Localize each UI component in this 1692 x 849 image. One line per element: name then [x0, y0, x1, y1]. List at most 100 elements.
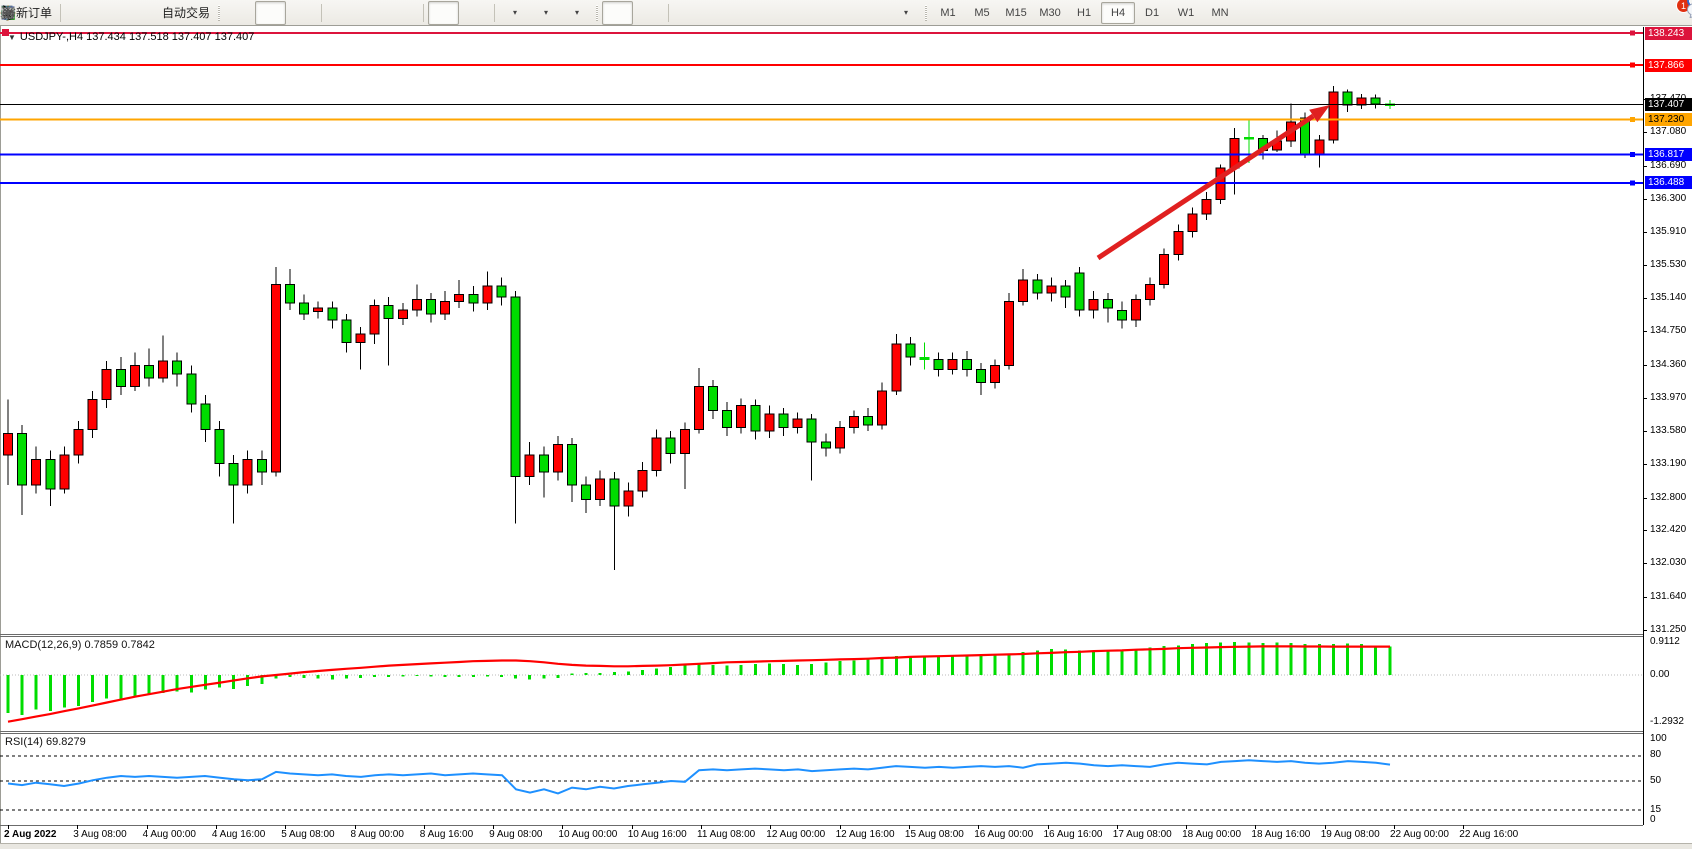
- timeframe-button-m30[interactable]: M30: [1033, 2, 1067, 24]
- templates-button[interactable]: ▾: [561, 1, 592, 25]
- auto-trading-button[interactable]: 自动交易: [158, 1, 214, 25]
- time-label: 18 Aug 00:00: [1182, 829, 1241, 840]
- timeframe-button-h4[interactable]: H4: [1101, 2, 1135, 24]
- price-tick-label: 135.140: [1650, 292, 1686, 303]
- panel-divider: [0, 636, 1643, 637]
- panel-divider: [0, 733, 1643, 734]
- tile-windows-button[interactable]: [388, 1, 419, 25]
- price-tick-label: 132.030: [1650, 557, 1686, 568]
- time-label: 15 Aug 08:00: [905, 829, 964, 840]
- price-badge-137.866: 137.866: [1645, 59, 1692, 72]
- timeframe-button-d1[interactable]: D1: [1135, 2, 1169, 24]
- price-badge-136.817: 136.817: [1645, 148, 1692, 161]
- price-badge-138.243: 138.243: [1645, 27, 1692, 40]
- timeframe-button-w1[interactable]: W1: [1169, 2, 1203, 24]
- price-chart-canvas[interactable]: [0, 27, 1643, 635]
- rsi-scale-label: 100: [1650, 733, 1667, 744]
- price-tick: [1643, 498, 1647, 499]
- time-label: 22 Aug 16:00: [1459, 829, 1518, 840]
- toolbar-separator: [494, 4, 495, 22]
- price-tick-label: 132.420: [1650, 524, 1686, 535]
- text-label-button[interactable]: T: [859, 1, 890, 25]
- time-axis-line: [0, 825, 1643, 826]
- arrows-button[interactable]: ▾: [890, 1, 921, 25]
- timeframe-button-h1[interactable]: H1: [1067, 2, 1101, 24]
- chevron-down-icon[interactable]: ▼: [8, 33, 16, 42]
- crosshair-button[interactable]: [633, 1, 664, 25]
- price-tick-label: 131.250: [1650, 624, 1686, 635]
- time-label: 12 Aug 00:00: [766, 829, 825, 840]
- panel-divider[interactable]: [0, 731, 1643, 732]
- price-axis-line: [1643, 27, 1644, 825]
- price-badge-137.407: 137.407: [1645, 98, 1692, 111]
- dropdown-caret: ▾: [544, 8, 548, 17]
- text-button[interactable]: A: [828, 1, 859, 25]
- trendline-button[interactable]: [735, 1, 766, 25]
- indicators-button[interactable]: ▾: [499, 1, 530, 25]
- bar-chart-button[interactable]: [224, 1, 255, 25]
- price-tick-label: 134.360: [1650, 359, 1686, 370]
- macd-scale-label: 0.00: [1650, 669, 1669, 680]
- periods-button[interactable]: ▾: [530, 1, 561, 25]
- toolbar-separator: [423, 4, 424, 22]
- symbol-ohlc-text: USDJPY-,H4 137.434 137.518 137.407 137.4…: [20, 31, 254, 43]
- horizontal-line-button[interactable]: [704, 1, 735, 25]
- price-tick-label: 134.750: [1650, 325, 1686, 336]
- new-order-label: 新订单: [16, 4, 52, 21]
- price-tick: [1643, 365, 1647, 366]
- window-bottom-edge: [0, 843, 1692, 849]
- time-label: 22 Aug 00:00: [1390, 829, 1449, 840]
- price-tick: [1643, 199, 1647, 200]
- time-label: 5 Aug 08:00: [281, 829, 334, 840]
- price-tick-label: 131.640: [1650, 591, 1686, 602]
- line-chart-button[interactable]: [286, 1, 317, 25]
- fibonacci-button[interactable]: F: [797, 1, 828, 25]
- toolbar-grip: [595, 5, 599, 21]
- rsi-scale-label: 0: [1650, 814, 1656, 825]
- profile-button[interactable]: [65, 1, 96, 25]
- price-tick: [1643, 563, 1647, 564]
- timeframe-button-m1[interactable]: M1: [931, 2, 965, 24]
- rsi-label: RSI(14) 69.8279: [5, 736, 86, 748]
- timeframe-button-m15[interactable]: M15: [999, 2, 1033, 24]
- dropdown-caret: ▾: [904, 8, 908, 17]
- toolbar-separator: [668, 4, 669, 22]
- dropdown-caret: ▾: [513, 8, 517, 17]
- cursor-button[interactable]: [602, 1, 633, 25]
- price-tick-label: 135.910: [1650, 226, 1686, 237]
- rsi-panel-canvas[interactable]: [0, 734, 1643, 825]
- price-tick: [1643, 431, 1647, 432]
- price-tick: [1643, 298, 1647, 299]
- price-tick-label: 133.970: [1650, 392, 1686, 403]
- price-tick: [1643, 166, 1647, 167]
- price-tick-label: 133.190: [1650, 458, 1686, 469]
- time-label: 9 Aug 08:00: [489, 829, 542, 840]
- macd-panel-canvas[interactable]: [0, 637, 1643, 731]
- chart-title: ▼ USDJPY-,H4 137.434 137.518 137.407 137…: [8, 31, 254, 43]
- time-label: 17 Aug 08:00: [1113, 829, 1172, 840]
- time-label: 4 Aug 00:00: [143, 829, 196, 840]
- price-tick-label: 132.800: [1650, 492, 1686, 503]
- timeframe-button-m5[interactable]: M5: [965, 2, 999, 24]
- candlestick-chart-button[interactable]: [255, 1, 286, 25]
- price-tick: [1643, 630, 1647, 631]
- price-tick-label: 133.580: [1650, 425, 1686, 436]
- macd-label: MACD(12,26,9) 0.7859 0.7842: [5, 639, 155, 651]
- new-order-button[interactable]: 新订单: [12, 1, 56, 25]
- zoom-out-button[interactable]: [357, 1, 388, 25]
- timeframe-button-mn[interactable]: MN: [1203, 2, 1237, 24]
- time-label: 16 Aug 00:00: [974, 829, 1033, 840]
- equidistant-channel-button[interactable]: E: [766, 1, 797, 25]
- price-badge-137.230: 137.230: [1645, 113, 1692, 126]
- auto-scroll-button[interactable]: [428, 1, 459, 25]
- price-tick: [1643, 597, 1647, 598]
- time-label: 10 Aug 00:00: [558, 829, 617, 840]
- accounts-button[interactable]: [96, 1, 127, 25]
- panel-divider[interactable]: [0, 634, 1643, 635]
- zoom-in-button[interactable]: [326, 1, 357, 25]
- vertical-line-button[interactable]: [673, 1, 704, 25]
- dropdown-caret: ▾: [575, 8, 579, 17]
- time-label: 8 Aug 00:00: [351, 829, 404, 840]
- broadcast-button[interactable]: [127, 1, 158, 25]
- chart-shift-button[interactable]: [459, 1, 490, 25]
